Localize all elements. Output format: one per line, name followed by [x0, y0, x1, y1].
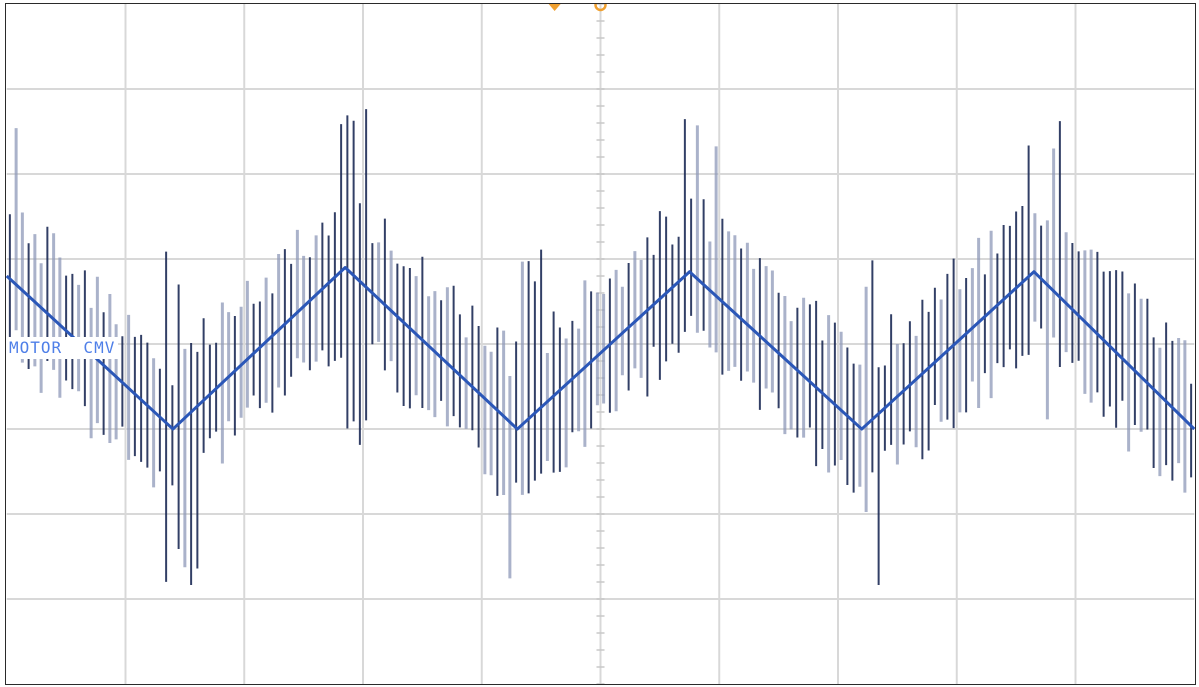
plot-area — [5, 3, 1196, 685]
trigger-position-icon — [594, 4, 607, 12]
trigger-marker-icon — [548, 4, 561, 11]
channel-label: MOTOR CMV — [6, 337, 119, 359]
series-line — [6, 266, 1195, 431]
